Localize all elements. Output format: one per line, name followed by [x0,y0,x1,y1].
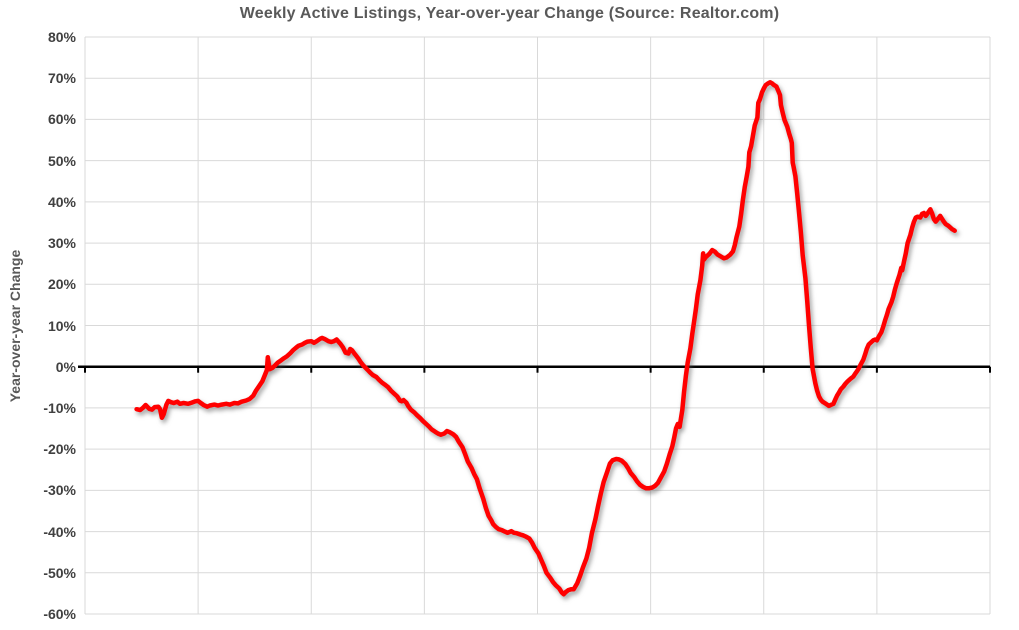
y-tick-label: -40% [43,523,76,540]
y-tick-label: 60% [47,111,76,128]
y-tick-label: -60% [43,606,76,622]
y-tick-label: 10% [47,317,76,334]
y-tick-label: -50% [43,564,76,581]
y-tick-label: -10% [43,399,76,416]
y-tick-label: 50% [47,152,76,169]
y-tick-label: 40% [47,193,76,210]
y-tick-label: 80% [47,29,76,45]
y-tick-label: 0% [55,358,76,375]
y-tick-label: 30% [47,235,76,252]
series-line [134,80,957,597]
y-tick-label: -30% [43,482,76,499]
y-tick-label: -20% [43,441,76,458]
chart-title: Weekly Active Listings, Year-over-year C… [239,5,780,22]
y-tick-label: 20% [47,276,76,293]
y-tick-label: 70% [47,70,76,87]
